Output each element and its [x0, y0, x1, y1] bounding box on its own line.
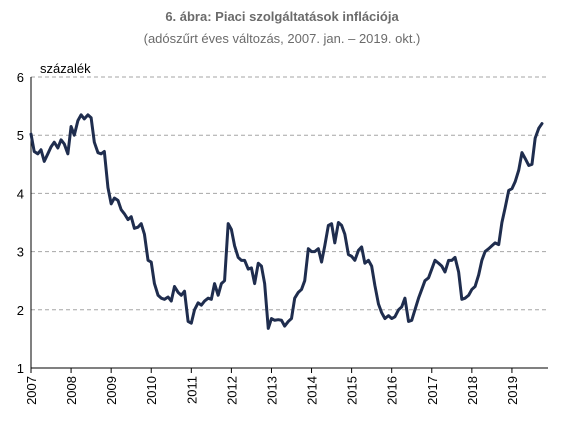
series-line-0	[29, 113, 544, 330]
chart-subtitle: (adószűrt éves változás, 2007. jan. – 20…	[143, 31, 421, 46]
x-tick-label: 2009	[104, 376, 119, 405]
x-tick-label: 2018	[465, 376, 480, 405]
x-tick-label: 2010	[144, 376, 159, 405]
x-tick-label: 2013	[264, 376, 279, 405]
axes: 1 2 3 4 5 6 2007 2008 2009 2010 2011 2012 2013 2014 20…	[17, 70, 548, 405]
x-tick-label: 2007	[24, 376, 39, 405]
x-tick-label: 2011	[184, 376, 199, 404]
gridlines	[31, 76, 548, 311]
x-tick-label: 2008	[64, 376, 79, 405]
y-tick-label: 4	[17, 186, 24, 201]
x-tick-label: 2019	[505, 376, 520, 405]
x-tick-label: 2012	[224, 376, 239, 405]
y-tick-label: 6	[17, 70, 24, 85]
x-tick-label: 2015	[345, 376, 360, 405]
x-tick-label: 2014	[305, 376, 320, 405]
series-layer	[29, 113, 544, 330]
y-tick-label: 3	[17, 245, 24, 260]
y-tick-label: 1	[17, 361, 24, 376]
y-tick-label: 5	[17, 128, 24, 143]
y-tick-label: 2	[17, 303, 24, 318]
chart-title: 6. ábra: Piaci szolgáltatások inflációja	[165, 9, 399, 24]
x-tick-label: 2016	[385, 376, 400, 405]
y-axis-label: százalék	[40, 61, 91, 76]
x-tick-label: 2017	[425, 376, 440, 405]
